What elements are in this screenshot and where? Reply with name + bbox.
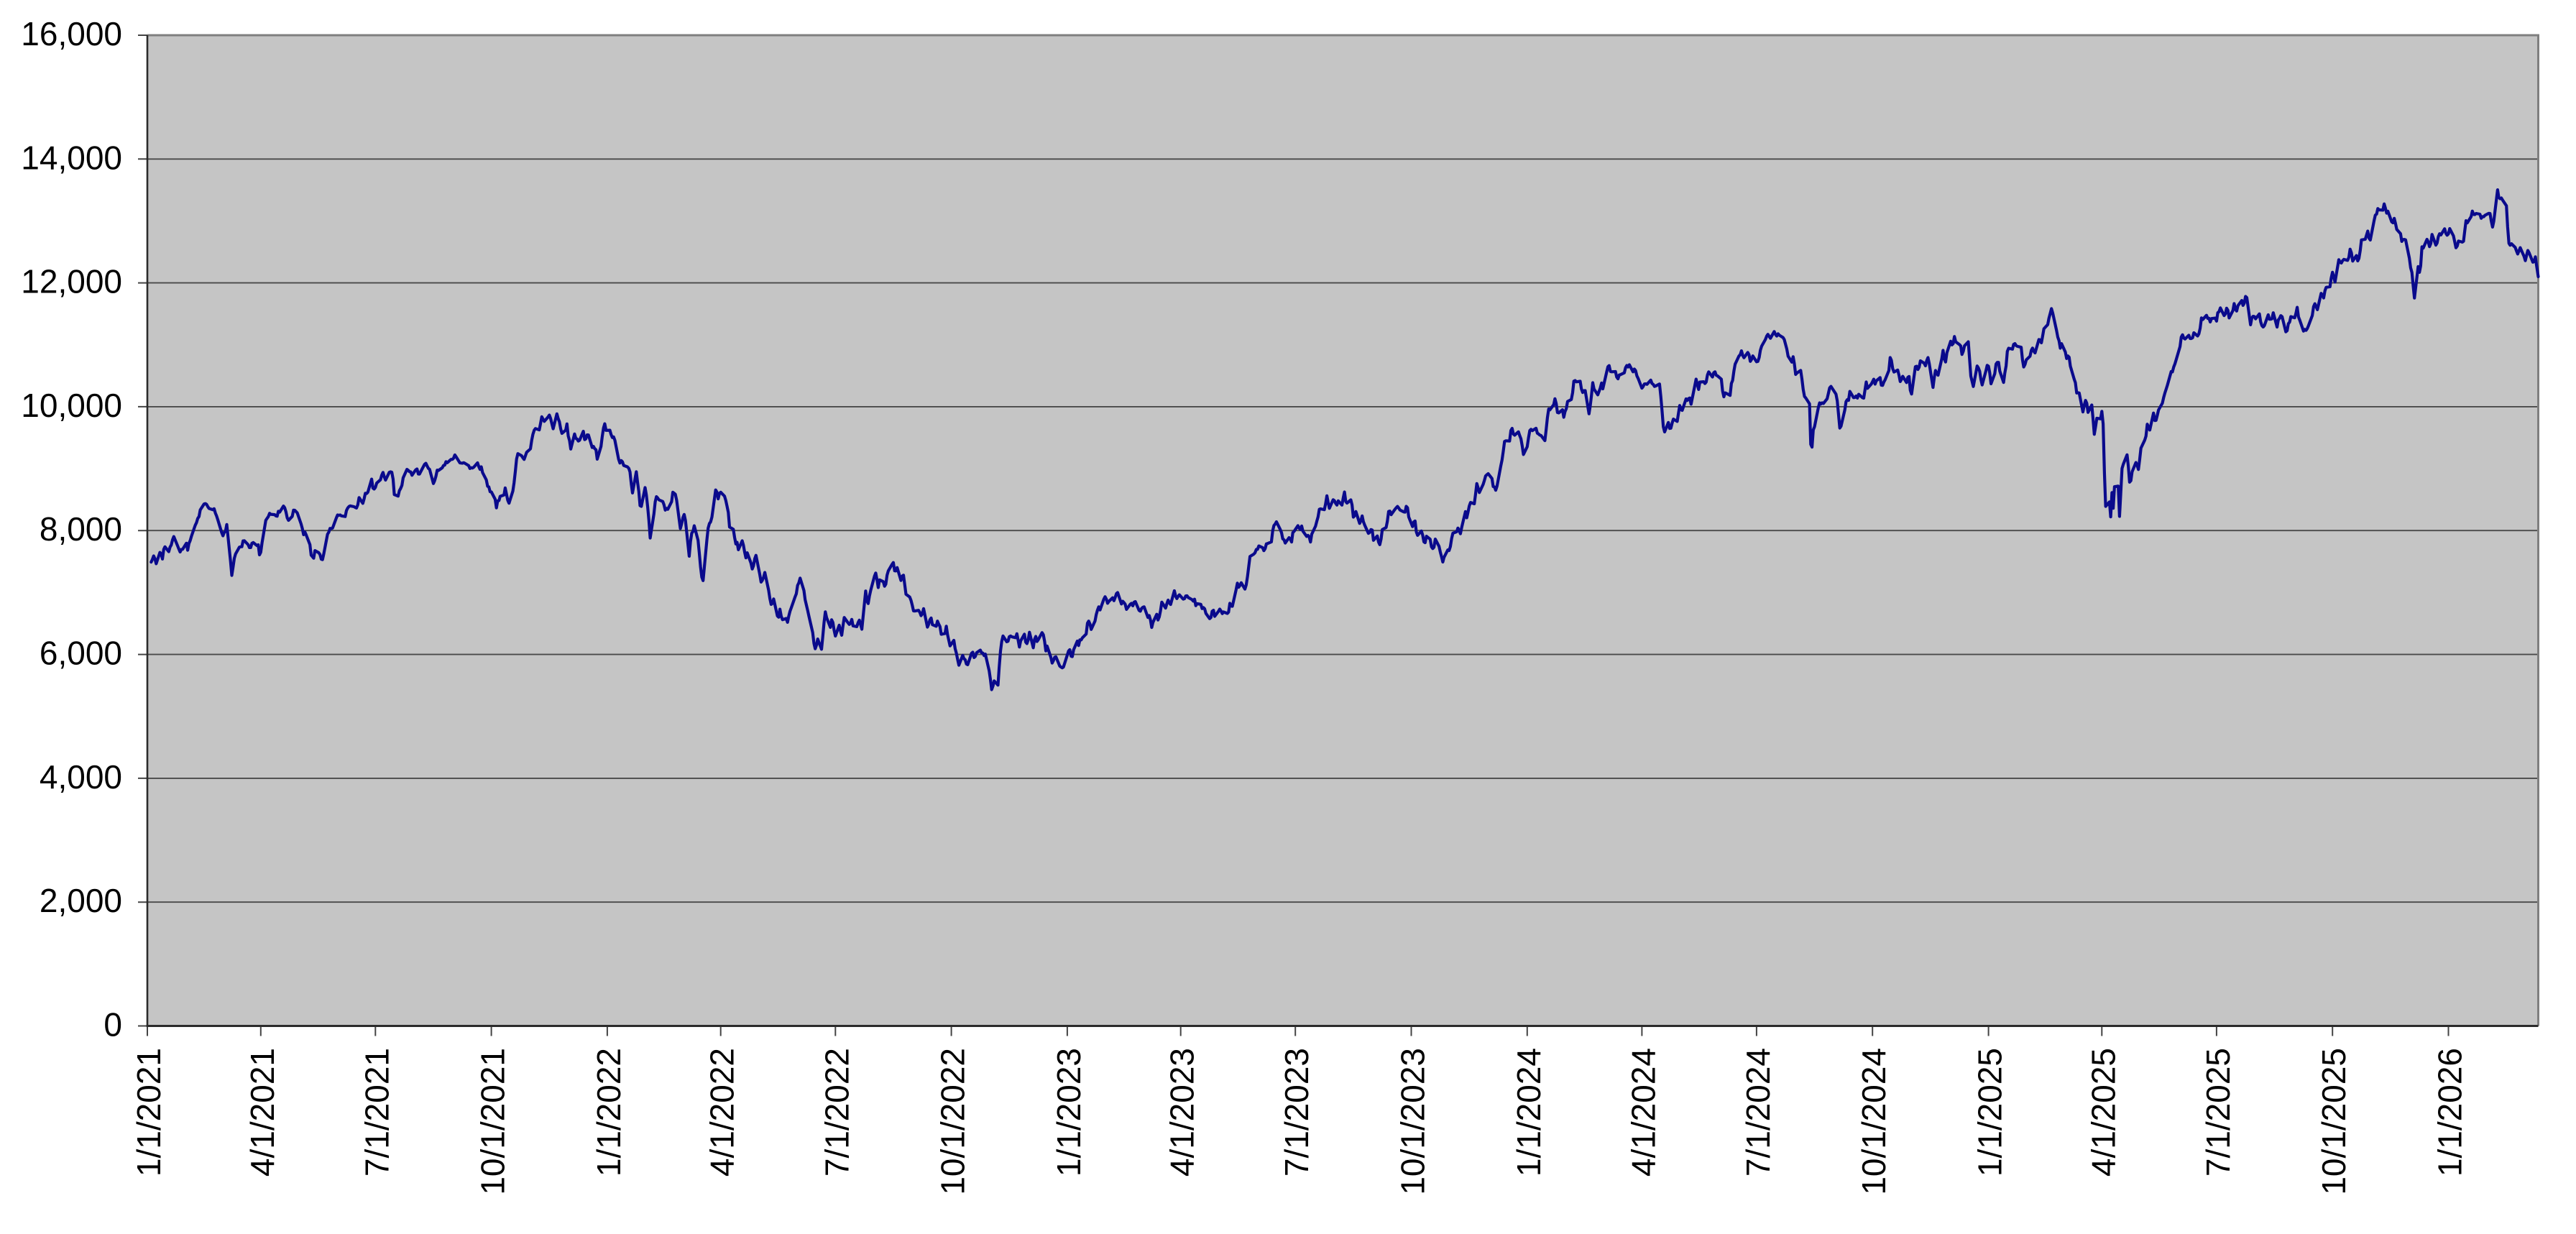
svg-text:16,000: 16,000 <box>21 15 122 52</box>
svg-text:10/1/2025: 10/1/2025 <box>2315 1048 2352 1195</box>
svg-text:10/1/2024: 10/1/2024 <box>1855 1048 1892 1195</box>
svg-text:0: 0 <box>104 1006 122 1044</box>
svg-text:10,000: 10,000 <box>21 387 122 424</box>
svg-text:8,000: 8,000 <box>40 510 122 548</box>
svg-text:10/1/2023: 10/1/2023 <box>1394 1048 1432 1195</box>
svg-text:7/1/2021: 7/1/2021 <box>358 1048 395 1177</box>
svg-text:4,000: 4,000 <box>40 758 122 796</box>
svg-text:1/1/2024: 1/1/2024 <box>1510 1048 1547 1177</box>
svg-text:14,000: 14,000 <box>21 139 122 176</box>
svg-text:7/1/2025: 7/1/2025 <box>2199 1048 2237 1177</box>
svg-text:10/1/2021: 10/1/2021 <box>474 1048 512 1195</box>
svg-text:6,000: 6,000 <box>40 635 122 672</box>
svg-text:4/1/2021: 4/1/2021 <box>244 1048 281 1177</box>
svg-text:1/1/2025: 1/1/2025 <box>1972 1048 2009 1177</box>
svg-text:4/1/2024: 4/1/2024 <box>1624 1048 1662 1177</box>
svg-text:7/1/2022: 7/1/2022 <box>818 1048 855 1177</box>
svg-text:4/1/2025: 4/1/2025 <box>2084 1048 2122 1177</box>
svg-text:2,000: 2,000 <box>40 882 122 919</box>
svg-text:1/1/2021: 1/1/2021 <box>130 1048 167 1177</box>
svg-text:7/1/2023: 7/1/2023 <box>1278 1048 1315 1177</box>
svg-text:1/1/2026: 1/1/2026 <box>2432 1048 2469 1177</box>
svg-text:12,000: 12,000 <box>21 263 122 300</box>
svg-text:10/1/2022: 10/1/2022 <box>934 1048 972 1195</box>
svg-text:1/1/2022: 1/1/2022 <box>590 1048 627 1177</box>
svg-text:7/1/2024: 7/1/2024 <box>1739 1048 1777 1177</box>
svg-text:1/1/2023: 1/1/2023 <box>1050 1048 1087 1177</box>
svg-text:4/1/2023: 4/1/2023 <box>1164 1048 1201 1177</box>
svg-text:4/1/2022: 4/1/2022 <box>704 1048 741 1177</box>
